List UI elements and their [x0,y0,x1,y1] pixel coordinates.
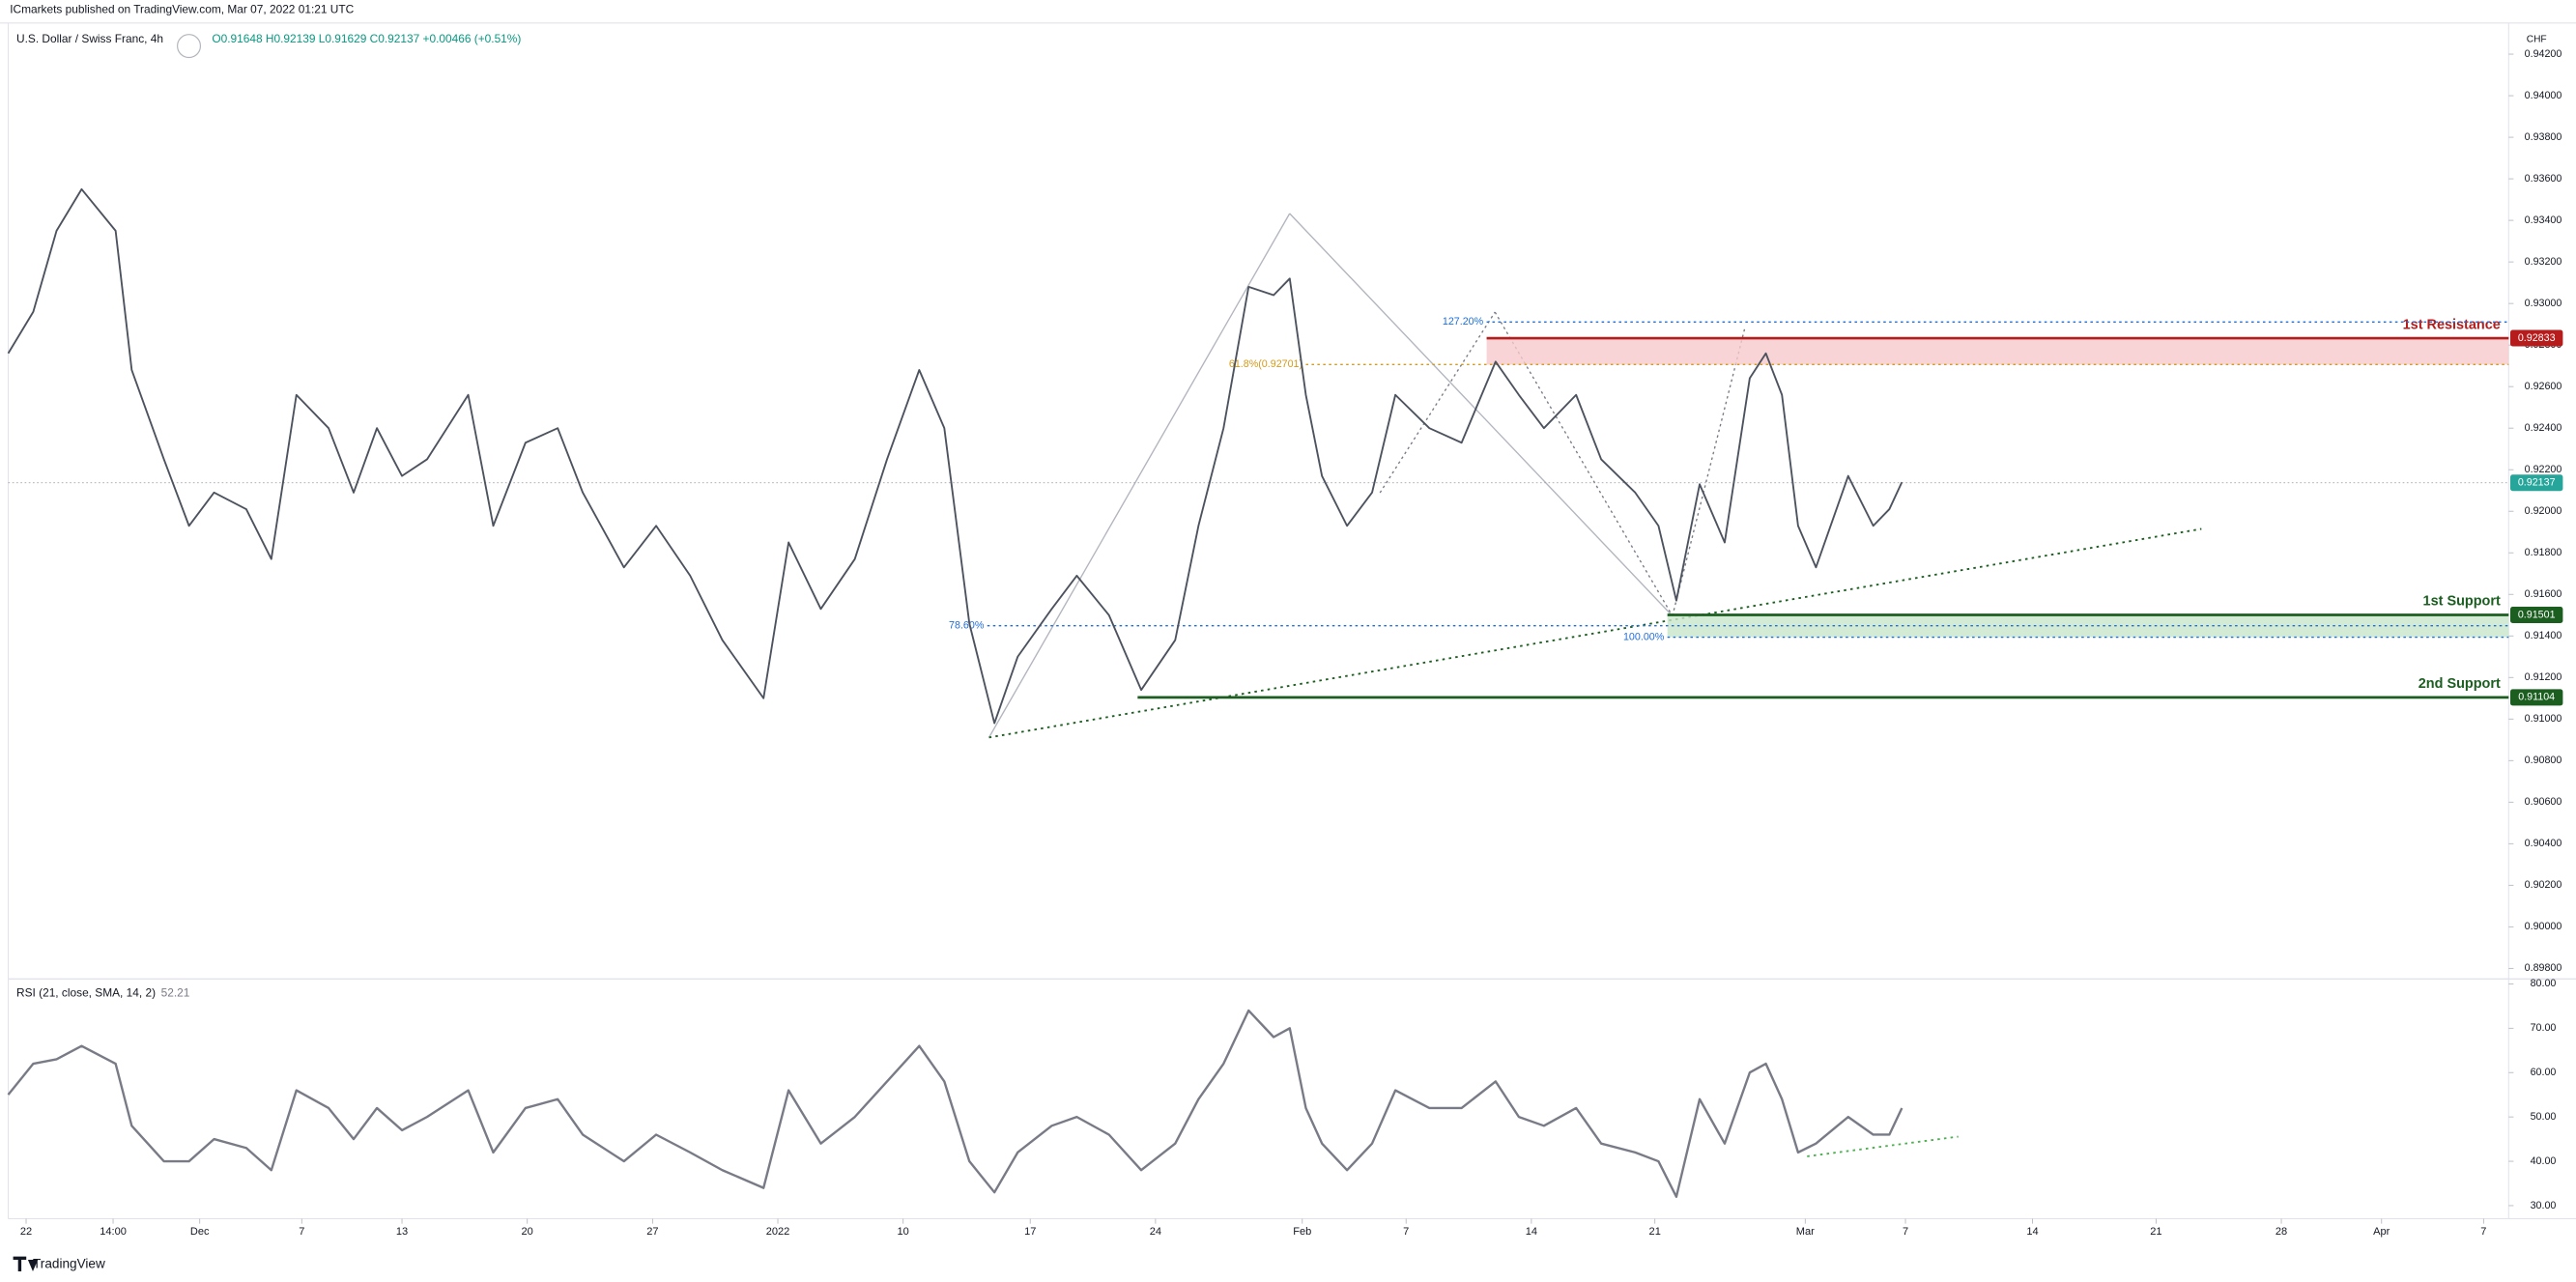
fib-label: 78.60% [949,620,985,632]
fib-label: 100.00% [1623,631,1665,642]
x-tick-label: 7 [1903,1226,1908,1238]
symbol-icon [177,34,202,59]
level-price: 0.92833 [2518,332,2556,344]
x-tick-label: 27 [646,1226,658,1238]
level-price-box [2509,607,2563,624]
y-tick-label: 0.90200 [2525,879,2562,891]
level-name: 2nd Support [2419,676,2501,692]
ohlc: O0.91648 H0.92139 L0.91629 C0.92137 +0.0… [212,32,521,45]
rsi-trend-line [1807,1135,1959,1157]
fib-leg [1379,311,1496,494]
y-tick-label: 0.91000 [2525,713,2562,725]
y-tick-label: 0.93200 [2525,256,2562,268]
y-tick-label: 0.94000 [2525,90,2562,101]
y-tick-label: 0.90400 [2525,838,2562,849]
y-tick-label: 0.94200 [2525,48,2562,60]
x-tick-label: 7 [2480,1226,2486,1238]
level-price: 0.91501 [2518,609,2556,620]
x-tick-label: 14 [2026,1226,2038,1238]
x-tick-label: 7 [299,1226,304,1238]
x-tick-label: 14 [1526,1226,1537,1238]
indicator-value: 52.21 [161,986,190,1000]
y-tick-label: 0.92000 [2525,505,2562,517]
symbol: U.S. Dollar / Swiss Franc, 4h [16,32,163,45]
indicator-title: RSI (21, close, SMA, 14, 2) [16,986,156,1000]
x-tick-label: 20 [522,1226,533,1238]
y-tick-label: 0.91200 [2525,671,2562,683]
y-tick-label: 0.91600 [2525,588,2562,600]
x-tick-label: Mar [1796,1226,1815,1238]
x-tick-label: Dec [190,1226,210,1238]
level-name: 1st Resistance [2403,317,2501,332]
level-price: 0.91104 [2518,692,2555,703]
x-tick-label: 14:00 [100,1226,127,1238]
fib-label: 127.20% [1443,316,1484,328]
y-tick-label: 0.93800 [2525,131,2562,143]
y-tick-label: 0.93600 [2525,173,2562,185]
x-tick-label: 10 [898,1226,909,1238]
series-line [7,1009,1903,1198]
x-tick-label: 13 [396,1226,408,1238]
x-tick-label: 17 [1024,1226,1036,1238]
x-tick-label: 21 [2150,1226,2161,1238]
last-price-box [2509,474,2563,492]
y-tick-label: 0.92200 [2525,464,2562,475]
y-tick-label: 0.93000 [2525,298,2562,309]
level-zone [1486,338,2509,365]
y-tick-label: 50.00 [2531,1111,2557,1123]
y-tick-label: 0.90600 [2525,796,2562,808]
y-tick-label: 0.91800 [2525,547,2562,558]
y-tick-label: 0.91400 [2525,630,2562,641]
y-tick-label: 60.00 [2531,1067,2557,1078]
fib-label: 61.8%(0.92701) [1229,358,1302,370]
y-tick-label: 0.89800 [2525,962,2562,974]
x-tick-label: 24 [1150,1226,1161,1238]
y-tick-label: 0.93400 [2525,214,2562,226]
y-tick-label: 0.92600 [2525,381,2562,392]
level-price-box [2509,329,2563,347]
x-tick-label: Feb [1293,1226,1311,1238]
footer-brand: TradingView [33,1257,105,1271]
publisher: ICmarkets published on TradingView.com, … [10,2,354,15]
y-tick-label: 0.90000 [2525,921,2562,932]
y-tick-label: 80.00 [2531,978,2557,989]
x-tick-label: 28 [2275,1226,2287,1238]
x-tick-label: 22 [20,1226,32,1238]
x-tick-label: 7 [1403,1226,1409,1238]
last-price: 0.92137 [2518,477,2556,489]
y-tick-label: 0.92400 [2525,422,2562,434]
level-price-box [2509,689,2563,706]
level-name: 1st Support [2423,594,2501,610]
x-tick-label: 21 [1649,1226,1661,1238]
trend-line [988,527,2202,739]
x-tick-label: Apr [2373,1226,2390,1238]
y-tick-label: 0.90800 [2525,755,2562,766]
level-zone [1667,614,2509,638]
fib-leg [1289,213,1674,617]
y-tick-label: 40.00 [2531,1155,2557,1167]
series-line [7,187,1903,725]
tv-logo [13,1256,39,1271]
fib-leg [987,213,1291,738]
x-tick-label: 2022 [766,1226,790,1238]
currency: CHF [2527,34,2547,44]
y-tick-label: 30.00 [2531,1200,2557,1211]
y-tick-label: 70.00 [2531,1022,2557,1034]
